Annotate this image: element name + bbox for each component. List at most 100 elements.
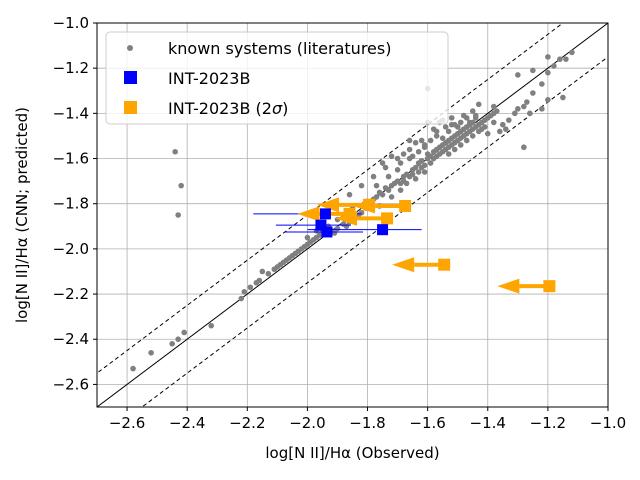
known-system-point <box>527 110 533 117</box>
known-system-point <box>346 191 353 198</box>
y-tick-label: −2.4 <box>53 330 89 348</box>
known-system-point <box>469 133 476 139</box>
known-system-point <box>343 223 350 230</box>
known-system-point <box>397 160 404 166</box>
upper-limit-arrow-head <box>317 197 340 213</box>
known-system-point <box>439 135 446 141</box>
known-system-point <box>373 182 380 189</box>
y-tick-label: −1.6 <box>53 150 89 168</box>
known-system-point <box>503 126 509 132</box>
known-system-point <box>421 162 428 169</box>
x-tick-label: −2.2 <box>229 414 265 432</box>
int-2023b-2sigma-point <box>381 212 394 225</box>
upper-limit-arrow-head <box>392 257 415 273</box>
known-system-point <box>385 173 392 180</box>
known-system-point <box>241 289 248 295</box>
known-system-point <box>433 133 440 139</box>
legend-marker-int-2023b <box>124 71 137 84</box>
known-system-point <box>412 176 419 182</box>
legend-label-int-2023b: INT-2023B <box>168 69 250 88</box>
x-tick-label: −1.8 <box>349 414 385 432</box>
legend-label-int-2023b-2sigma: INT-2023B (2σ) <box>168 99 288 118</box>
known-system-point <box>493 108 500 114</box>
legend-label-2sigma-symbol: σ <box>272 99 283 118</box>
known-system-point <box>412 164 419 171</box>
known-system-point <box>418 157 425 164</box>
known-system-point <box>560 94 566 101</box>
known-system-point <box>427 160 434 166</box>
known-system-point <box>539 106 545 112</box>
x-axis-ticks: −2.6 −2.4 −2.2 −2.0 −1.8 −1.6 −1.4 −1.2 −1.0 <box>109 407 626 432</box>
known-system-point <box>445 151 452 157</box>
int-2023b-point <box>377 224 389 236</box>
known-system-point <box>569 49 575 56</box>
known-system-point <box>406 155 413 162</box>
x-tick-label: −1.2 <box>530 414 566 432</box>
known-system-point <box>373 194 380 200</box>
legend-label-known-systems: known systems (literatures) <box>168 39 391 58</box>
known-system-point <box>530 67 536 74</box>
known-system-point <box>415 169 422 175</box>
known-system-point <box>259 268 266 275</box>
known-system-point <box>178 182 184 189</box>
upper-limit-arrow-head <box>497 278 520 294</box>
known-system-point <box>448 115 455 121</box>
x-tick-label: −1.0 <box>590 414 626 432</box>
x-tick-label: −1.6 <box>409 414 445 432</box>
y-tick-label: −2.6 <box>53 375 89 393</box>
known-system-point <box>451 121 458 128</box>
x-axis-label: log[N II]/Hα (Observed) <box>265 444 439 462</box>
int-2023b-2sigma-point <box>438 258 451 271</box>
known-system-point <box>379 191 386 198</box>
legend-box <box>105 31 449 125</box>
known-system-point <box>472 115 479 121</box>
known-system-point <box>370 173 377 180</box>
known-system-point <box>551 63 557 69</box>
known-system-point <box>490 103 497 110</box>
int-2023b-2sigma-point <box>399 199 412 212</box>
known-system-point <box>394 155 401 162</box>
y-tick-label: −1.0 <box>53 14 89 32</box>
plot-frame <box>96 22 609 408</box>
int-2023b-2sigma-point <box>543 280 556 293</box>
known-system-point <box>530 90 536 96</box>
known-system-point <box>445 128 452 135</box>
known-system-point <box>433 128 440 135</box>
known-system-point <box>506 117 512 123</box>
legend-label-2sigma-suffix: ) <box>282 99 288 118</box>
known-system-point <box>382 164 389 171</box>
known-system-point <box>484 130 491 137</box>
y-tick-label: −1.4 <box>53 104 89 122</box>
y-tick-label: −2.0 <box>53 240 89 258</box>
known-system-point <box>415 148 422 155</box>
known-system-point <box>130 365 136 372</box>
known-system-point <box>563 56 569 62</box>
known-system-point <box>515 72 521 78</box>
known-system-point <box>274 264 281 270</box>
known-system-point <box>545 97 551 103</box>
known-system-point <box>557 56 563 62</box>
known-system-point <box>379 160 386 166</box>
known-system-point <box>388 194 395 200</box>
known-system-point <box>457 119 464 126</box>
legend: known systems (literatures) INT-2023B IN… <box>105 31 449 125</box>
known-system-point <box>385 187 392 193</box>
known-system-point <box>421 169 428 175</box>
known-system-point <box>148 349 154 356</box>
known-system-point <box>388 153 395 160</box>
known-system-point <box>545 69 551 76</box>
y-tick-label: −2.2 <box>53 285 89 303</box>
known-system-point <box>475 101 482 108</box>
known-system-point <box>499 121 506 128</box>
known-system-point <box>358 182 365 189</box>
known-system-point <box>496 128 503 135</box>
known-system-point <box>400 151 407 157</box>
x-tick-label: −2.0 <box>289 414 325 432</box>
known-system-point <box>175 336 181 343</box>
known-system-point <box>539 81 545 87</box>
known-system-point <box>475 128 482 135</box>
known-system-point <box>169 340 175 347</box>
x-tick-label: −2.4 <box>169 414 205 432</box>
known-system-point <box>457 142 464 148</box>
known-system-point <box>397 187 404 193</box>
